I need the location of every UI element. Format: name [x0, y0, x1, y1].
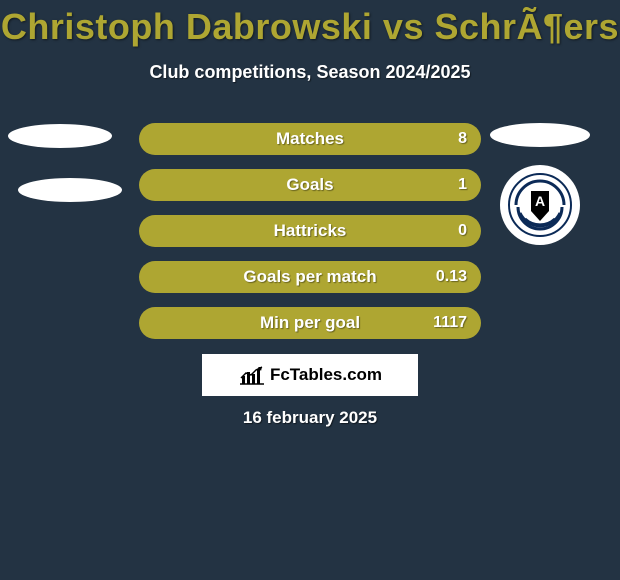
stat-value: 1 — [458, 176, 467, 194]
club-badge-letter: A — [535, 193, 545, 209]
stat-row: Goals per match0.13 — [139, 261, 481, 293]
branding-box: FcTables.com — [202, 354, 418, 396]
stat-row: Goals1 — [139, 169, 481, 201]
stat-value: 0.13 — [436, 268, 467, 286]
stat-label: Min per goal — [139, 313, 481, 333]
comparison-infographic: Christoph Dabrowski vs SchrÃ¶ers Club co… — [0, 0, 620, 580]
left-ellipse — [8, 124, 112, 148]
page-subtitle: Club competitions, Season 2024/2025 — [0, 62, 620, 83]
left-ellipse — [18, 178, 122, 202]
stat-label: Goals — [139, 175, 481, 195]
right-badge-column: A — [490, 123, 590, 245]
stat-value: 8 — [458, 130, 467, 148]
stat-row: Hattricks0 — [139, 215, 481, 247]
club-badge-svg: A — [508, 173, 572, 237]
stat-row: Matches8 — [139, 123, 481, 155]
branding-text: FcTables.com — [270, 365, 382, 385]
stat-bars: Matches8Goals1Hattricks0Goals per match0… — [139, 123, 481, 353]
stat-label: Matches — [139, 129, 481, 149]
stat-row: Min per goal1117 — [139, 307, 481, 339]
stat-label: Hattricks — [139, 221, 481, 241]
stat-value: 0 — [458, 222, 467, 240]
club-badge: A — [500, 165, 580, 245]
right-ellipse — [490, 123, 590, 147]
branding-chart-icon — [238, 364, 266, 386]
date-text: 16 february 2025 — [0, 408, 620, 428]
page-title: Christoph Dabrowski vs SchrÃ¶ers — [0, 0, 620, 48]
stat-label: Goals per match — [139, 267, 481, 287]
stat-value: 1117 — [433, 314, 467, 332]
